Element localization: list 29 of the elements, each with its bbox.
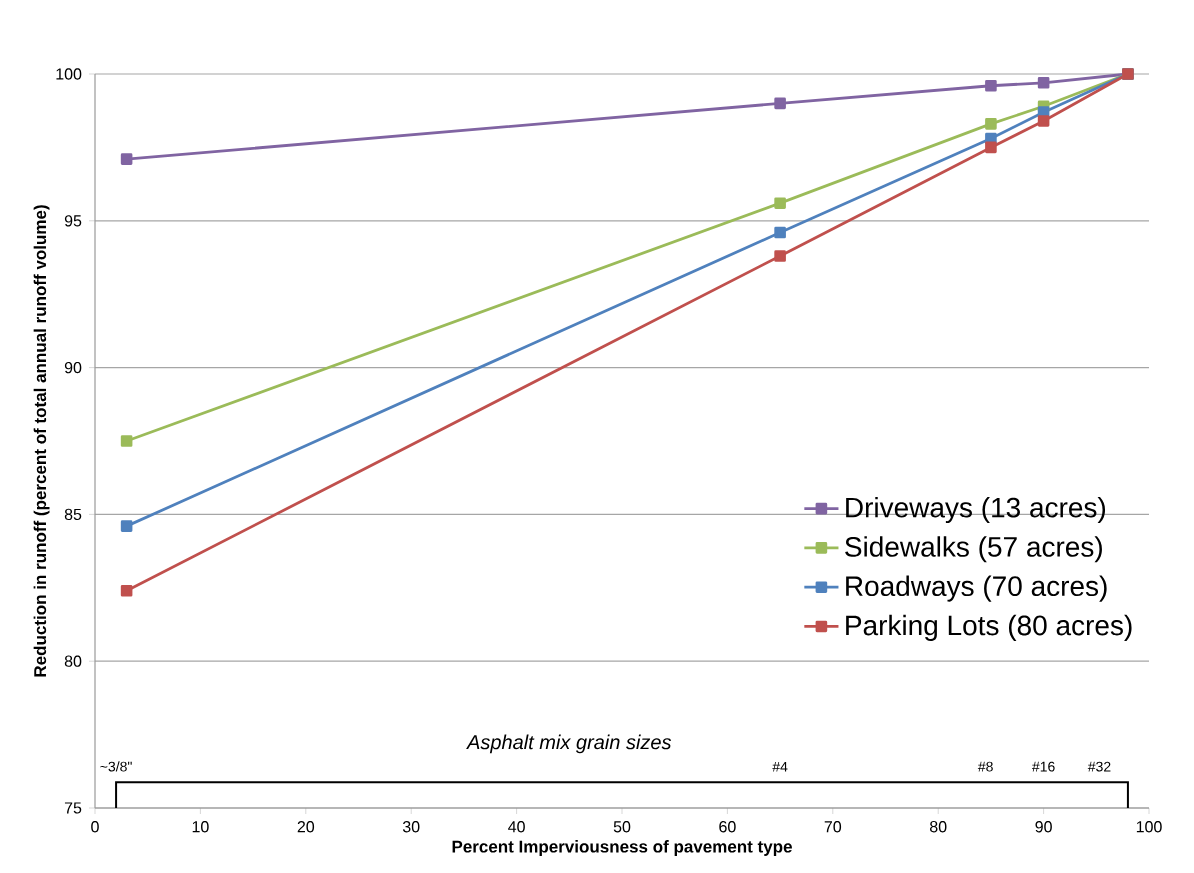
y-tick-label: 100 [56,68,82,80]
x-tick-label: 70 [824,821,842,833]
annotation: #16 [1031,761,1055,772]
x-tick-label: 90 [1035,821,1052,833]
legend-label: Sidewalks (57 acres) [845,536,1102,563]
y-axis-title: Reduction in runoff (percent of total annual runoff volume) [33,205,50,677]
y-tick-label: 80 [64,655,82,667]
y-tick-label: 95 [64,215,82,227]
annotation: #4 [772,761,788,772]
x-axis-title: Percent Imperviousness of pavement type [452,840,792,856]
legend-label: Driveways (13 acres) [846,496,1106,524]
y-tick-label: 85 [64,508,82,521]
y-tick-label: 90 [64,361,82,374]
x-tick-label: 60 [719,821,736,833]
annotation: ~3/8" [100,761,132,772]
x-tick-label: 10 [192,821,209,833]
y-tick-label: 75 [64,802,82,814]
x-tick-label: 40 [508,821,525,833]
annotation: #8 [977,761,993,772]
x-tick-label: 80 [930,821,947,833]
x-tick-label: 0 [91,821,99,833]
x-tick-label: 20 [297,821,315,833]
x-tick-label: 100 [1136,821,1162,833]
legend-label: Parking Lots (80 acres) [846,614,1132,641]
x-tick-label: 50 [613,821,631,833]
x-tick-label: 30 [402,821,420,833]
legend-label: Roadways (70 acres) [846,575,1107,602]
annotation: Asphalt mix grain sizes [466,734,672,754]
annotation: #32 [1087,761,1111,772]
